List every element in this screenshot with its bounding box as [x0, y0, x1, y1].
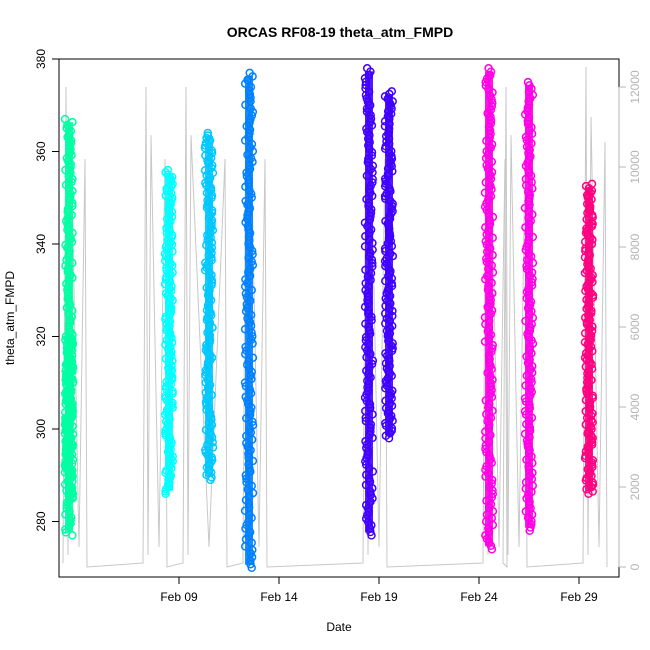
- y-tick-label: 300: [34, 419, 48, 439]
- flight-series: [580, 179, 598, 499]
- y-right-tick-label: 0: [628, 563, 642, 570]
- x-tick-label: Feb 19: [360, 590, 398, 604]
- flight-series: [160, 165, 177, 499]
- altitude-trace: [62, 66, 608, 569]
- data-point-band: [65, 339, 73, 496]
- y-tick-label: 320: [34, 326, 48, 346]
- data-point: [68, 531, 77, 540]
- x-tick-label: Feb 14: [260, 590, 298, 604]
- x-axis: Feb 09 Feb 14 Feb 19 Feb 24 Feb 29: [160, 576, 598, 604]
- y-tick-label: 380: [34, 49, 48, 69]
- y-axis-left: 280 300 320 340 360 380: [34, 49, 60, 532]
- chart-title: ORCAS RF08-19 theta_atm_FMPD: [227, 24, 453, 40]
- y-right-tick-label: 12000: [628, 70, 642, 104]
- flight-series: [520, 77, 538, 536]
- x-tick-label: Feb 24: [460, 590, 498, 604]
- flight-series: [360, 64, 378, 540]
- data-point-band: [245, 75, 253, 565]
- flight-series: [60, 332, 78, 503]
- y-right-tick-label: 10000: [628, 150, 642, 184]
- data-point-band: [385, 94, 393, 436]
- y-axis-right: 0 2000 4000 6000 8000 10000 12000: [618, 70, 642, 570]
- flight-series: [380, 87, 398, 443]
- data-point-band: [585, 186, 593, 491]
- x-tick-label: Feb 09: [160, 590, 198, 604]
- data-point-band: [365, 71, 373, 533]
- data-point-band: [165, 173, 173, 491]
- y-right-tick-label: 2000: [628, 473, 642, 500]
- data-point-band: [205, 136, 213, 477]
- y-right-tick-label: 8000: [628, 233, 642, 260]
- y-right-tick-label: 4000: [628, 393, 642, 420]
- data-point-band: [485, 71, 493, 547]
- flight-series: [480, 64, 498, 554]
- data-points: [60, 64, 598, 573]
- x-axis-label: Date: [326, 620, 352, 634]
- flight-series: [240, 68, 258, 573]
- y-axis-label: theta_atm_FMPD: [3, 271, 17, 365]
- y-tick-label: 360: [34, 141, 48, 161]
- data-point-band: [525, 85, 533, 528]
- y-tick-label: 340: [34, 234, 48, 254]
- data-point-band: [65, 122, 73, 533]
- y-tick-label: 280: [34, 511, 48, 531]
- flight-series: [200, 128, 218, 485]
- y-right-tick-label: 6000: [628, 313, 642, 340]
- altitude-line: [62, 66, 608, 569]
- x-tick-label: Feb 29: [560, 590, 598, 604]
